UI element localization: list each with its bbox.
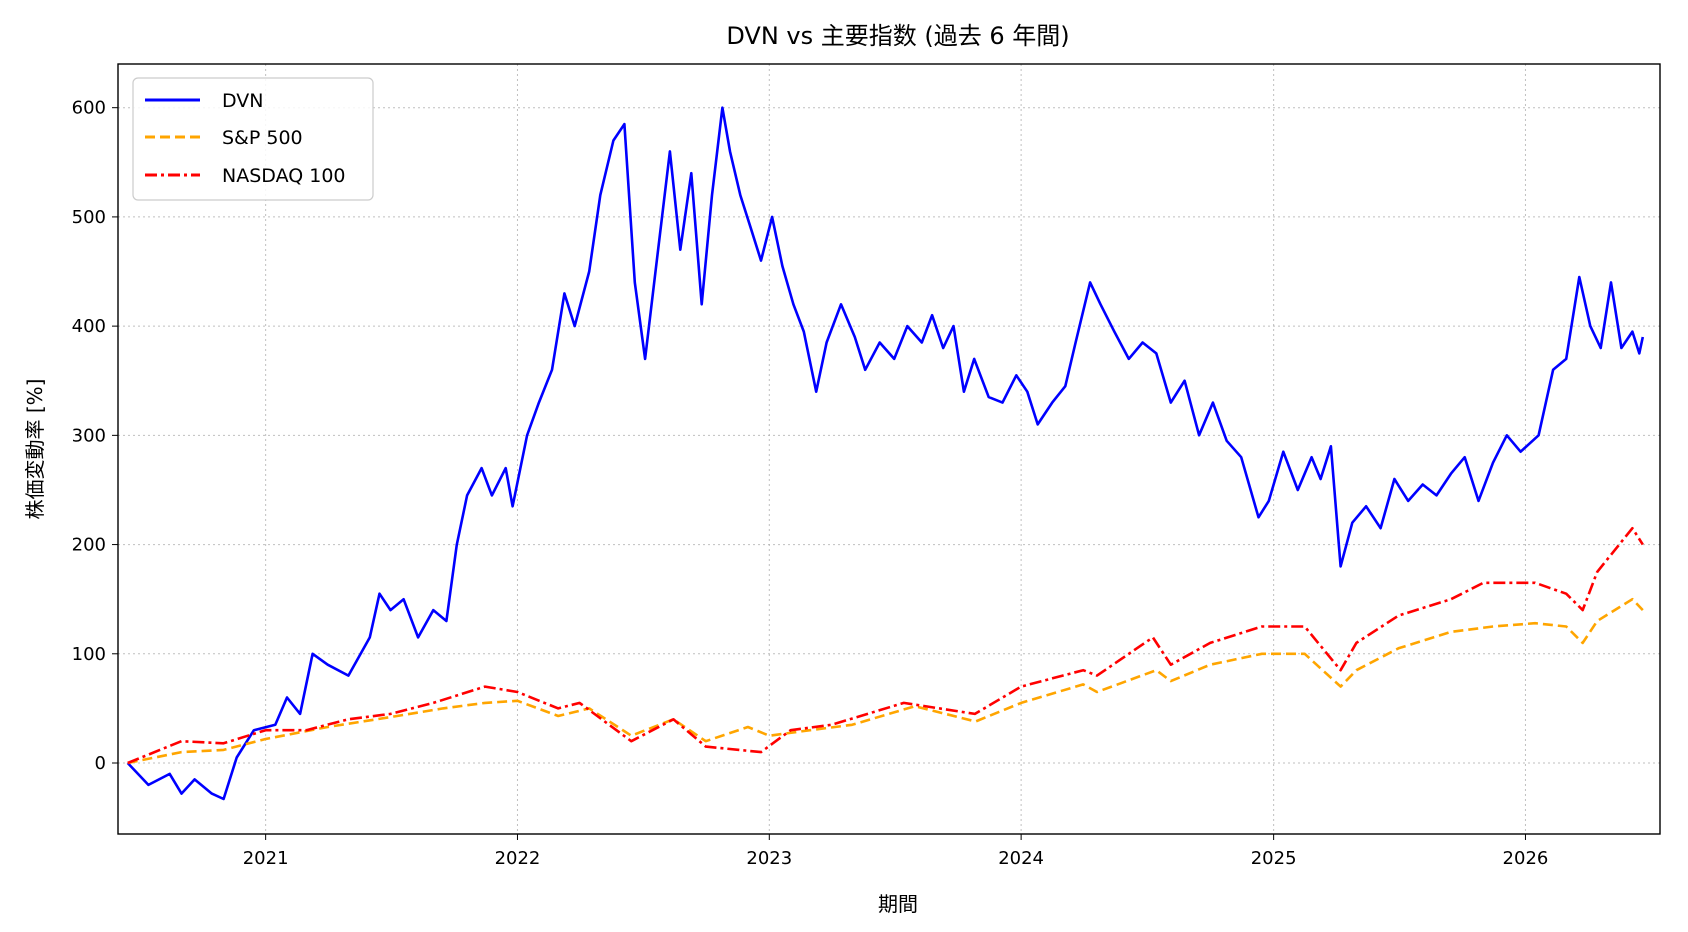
x-tick-label: 2026: [1503, 848, 1549, 869]
y-axis-label: 株価変動率 [%]: [23, 379, 47, 520]
x-tick-label: 2025: [1251, 848, 1297, 869]
legend-label-dvn: DVN: [222, 90, 264, 112]
y-tick-label: 100: [72, 644, 106, 665]
legend: DVN S&P 500 NASDAQ 100: [132, 77, 374, 201]
x-tick-label: 2021: [243, 848, 289, 869]
series-line-dvn: [126, 106, 1645, 801]
plot-frame: [117, 63, 1661, 835]
plot-series: [126, 106, 1645, 801]
x-tick-label: 2022: [495, 848, 541, 869]
y-tick-label: 400: [72, 316, 106, 337]
x-axis-label: 期間: [878, 892, 918, 916]
grid: [118, 64, 1660, 834]
y-tick-label: 300: [72, 425, 106, 446]
x-tick-label: 2023: [746, 848, 792, 869]
legend-box: [132, 77, 374, 201]
series-line-nasdaq-100: [127, 526, 1644, 765]
x-axis-ticks: 2021 2022 2023 2024 2025 2026: [243, 834, 1549, 869]
y-tick-label: 600: [72, 98, 106, 119]
series-line-s-p-500: [127, 597, 1644, 765]
y-tick-label: 500: [72, 207, 106, 228]
legend-label-nasdaq100: NASDAQ 100: [222, 165, 346, 187]
y-tick-label: 0: [95, 753, 106, 774]
y-tick-label: 200: [72, 535, 106, 556]
chart-title: DVN vs 主要指数 (過去 6 年間): [726, 22, 1069, 50]
x-tick-label: 2024: [998, 848, 1044, 869]
y-axis-ticks: 0 100 200 300 400 500 600: [72, 98, 118, 774]
legend-label-sp500: S&P 500: [222, 127, 303, 149]
